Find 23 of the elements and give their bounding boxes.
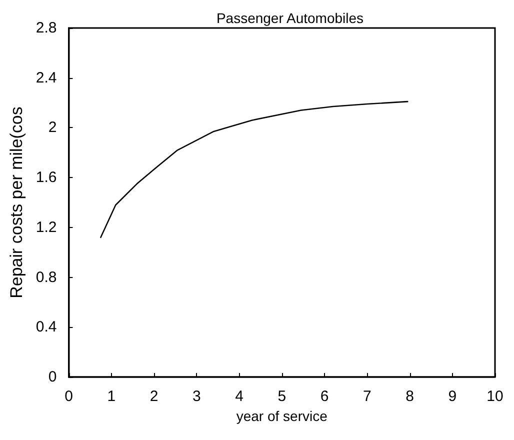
- y-tick-label: 1.2: [36, 218, 57, 236]
- x-tick-label: 2: [150, 388, 158, 405]
- y-tick-label: 0.8: [36, 268, 57, 286]
- x-axis-title: year of service: [236, 408, 328, 424]
- x-tick-label: 4: [235, 388, 244, 405]
- chart-title: Passenger Automobiles: [216, 10, 364, 26]
- x-tick-label: 0: [64, 388, 73, 405]
- x-tick-label: 6: [320, 388, 329, 405]
- x-tick-label: 10: [486, 388, 504, 405]
- x-tick-label: 5: [278, 388, 286, 405]
- x-tick-label: 8: [406, 388, 414, 405]
- x-tick-label: 3: [192, 388, 201, 405]
- y-tick-label: 0.4: [36, 318, 57, 336]
- x-tick-label: 1: [107, 388, 116, 405]
- y-tick-label: 1.6: [36, 169, 57, 186]
- y-tick-label: 2: [48, 119, 57, 136]
- y-tick-label: 0: [48, 368, 57, 386]
- y-axis-title: Repair costs per mile(cos: [7, 106, 26, 298]
- line-series: [100, 100, 408, 238]
- x-tick-label: 7: [362, 388, 372, 405]
- y-tick-label: 2.4: [36, 69, 57, 86]
- y-tick-label: 2.8: [36, 20, 57, 36]
- x-tick-label: 9: [448, 388, 457, 405]
